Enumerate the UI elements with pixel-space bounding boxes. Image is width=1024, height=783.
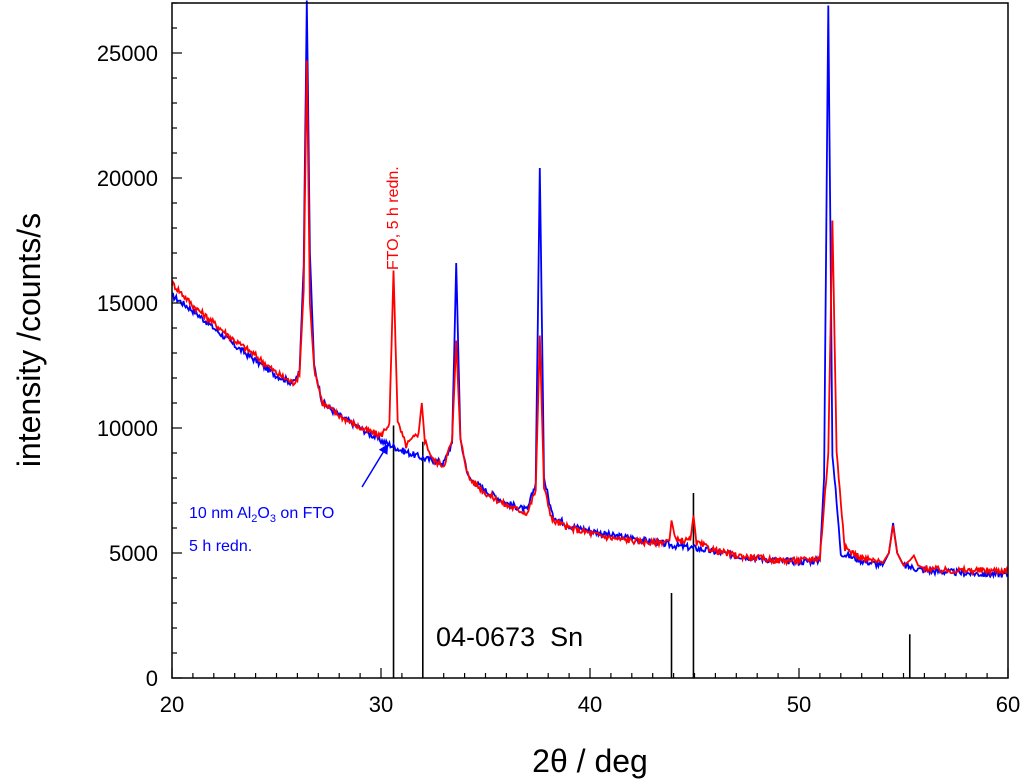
series-line-blue	[171, 0, 1009, 580]
x-tick-label: 20	[160, 692, 184, 717]
x-tick-label: 30	[369, 692, 393, 717]
annotation-arrow	[361, 443, 389, 488]
tick-labels: 20 30 40 50 60 0 5000 10000 15000 20000 25000	[97, 41, 1020, 717]
blue-series-annotation-line1: 10 nm Al2O3 on FTO	[189, 505, 334, 525]
y-tick-label: 0	[146, 666, 158, 691]
y-tick-label: 15000	[97, 291, 158, 316]
series-layer	[171, 0, 1009, 580]
blue-series-annotation-line2: 5 h redn.	[189, 538, 252, 555]
plot-frame	[171, 2, 1009, 679]
y-tick-label: 10000	[97, 416, 158, 441]
x-tick-label: 60	[996, 692, 1020, 717]
y-tick-label: 5000	[109, 541, 158, 566]
annot-sub-4: 3	[270, 513, 276, 525]
annot-part-5: on FTO	[276, 505, 334, 522]
x-axis-title: 2θ / deg	[532, 743, 648, 779]
red-series-annotation: FTO, 5 h redn.	[385, 166, 402, 270]
y-tick-label: 25000	[97, 41, 158, 66]
x-tick-label: 40	[578, 692, 602, 717]
y-tick-label: 20000	[97, 166, 158, 191]
annot-part-1: 10 nm Al	[189, 505, 251, 522]
series-line-red	[171, 60, 1009, 577]
annot-part-3: O	[257, 505, 269, 522]
axis-ticks	[171, 2, 1009, 679]
reference-pattern-label: 04-0673 Sn	[436, 622, 583, 652]
y-axis-title: intensity /counts/s	[11, 213, 47, 467]
x-tick-label: 50	[787, 692, 811, 717]
reference-sticks	[392, 425, 911, 678]
annot-sub-2: 2	[251, 513, 257, 525]
